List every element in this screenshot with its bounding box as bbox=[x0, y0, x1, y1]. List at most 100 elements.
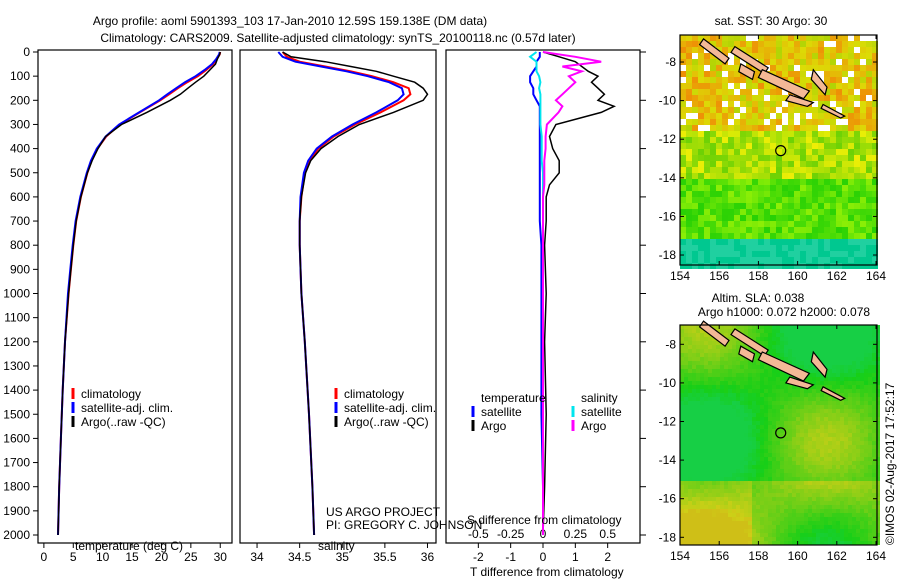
map-cell bbox=[756, 409, 760, 413]
map-cell bbox=[808, 413, 812, 417]
map-cell bbox=[680, 341, 684, 345]
map-cell bbox=[812, 227, 818, 233]
map-cell bbox=[806, 263, 812, 269]
map-cell bbox=[876, 385, 880, 389]
map-cell bbox=[866, 41, 872, 47]
map-cell bbox=[752, 409, 756, 413]
map-cell bbox=[824, 143, 830, 149]
map-cell bbox=[830, 209, 836, 215]
map-cell bbox=[700, 497, 704, 501]
map-cell bbox=[740, 221, 746, 227]
map-cell bbox=[808, 525, 812, 529]
map-cell bbox=[840, 377, 844, 381]
map-cell bbox=[842, 137, 848, 143]
map-cell bbox=[722, 227, 728, 233]
map-cell bbox=[872, 257, 878, 263]
map-cell bbox=[824, 381, 828, 385]
map-cell bbox=[784, 525, 788, 529]
map-cell bbox=[724, 365, 728, 369]
map-cell bbox=[696, 333, 700, 337]
map-cell bbox=[708, 433, 712, 437]
map-cell bbox=[688, 377, 692, 381]
map-cell bbox=[804, 529, 808, 533]
map-cell bbox=[724, 421, 728, 425]
map-cell bbox=[800, 517, 804, 521]
map-cell bbox=[844, 477, 848, 481]
map-cell bbox=[684, 325, 688, 329]
map-cell bbox=[728, 35, 734, 41]
map-cell bbox=[848, 221, 854, 227]
map-cell bbox=[710, 101, 716, 107]
map-cell bbox=[780, 425, 784, 429]
map-cell bbox=[700, 365, 704, 369]
map-cell bbox=[818, 125, 824, 131]
map-cell bbox=[692, 465, 696, 469]
map-cell bbox=[708, 497, 712, 501]
map-cell bbox=[836, 425, 840, 429]
map-cell bbox=[812, 525, 816, 529]
map-cell bbox=[680, 35, 686, 41]
map-cell bbox=[680, 131, 686, 137]
map-cell bbox=[864, 477, 868, 481]
map-cell bbox=[708, 413, 712, 417]
legend-label: Argo bbox=[581, 419, 607, 433]
map-cell bbox=[692, 35, 698, 41]
map-cell bbox=[692, 377, 696, 381]
map-cell bbox=[860, 473, 864, 477]
map-cell bbox=[696, 365, 700, 369]
map-cell bbox=[844, 413, 848, 417]
map-cell bbox=[852, 381, 856, 385]
map-cell bbox=[752, 377, 756, 381]
map-cell bbox=[780, 497, 784, 501]
map-cell bbox=[740, 239, 746, 245]
map-cell bbox=[806, 35, 812, 41]
map-cell bbox=[728, 227, 734, 233]
map-cell bbox=[680, 361, 684, 365]
map-cell bbox=[704, 89, 710, 95]
map-cell bbox=[736, 409, 740, 413]
map-cell bbox=[784, 385, 788, 389]
map-cell bbox=[812, 47, 818, 53]
map-cell bbox=[740, 489, 744, 493]
legend-label: climatology bbox=[81, 387, 141, 401]
map-cell bbox=[728, 477, 732, 481]
map-cell bbox=[828, 381, 832, 385]
map-cell bbox=[728, 517, 732, 521]
map-cell bbox=[856, 373, 860, 377]
map-cell bbox=[740, 197, 746, 203]
map-cell bbox=[868, 325, 872, 329]
map-cell bbox=[744, 401, 748, 405]
map-cell bbox=[872, 529, 876, 533]
map-cell bbox=[854, 131, 860, 137]
map-cell bbox=[860, 263, 866, 269]
map-cell bbox=[820, 493, 824, 497]
map-cell bbox=[768, 513, 772, 517]
map-cell bbox=[832, 445, 836, 449]
map-cell bbox=[852, 337, 856, 341]
map-cell bbox=[744, 409, 748, 413]
map-cell bbox=[776, 337, 780, 341]
map-cell bbox=[844, 365, 848, 369]
map-cell bbox=[716, 485, 720, 489]
map-cell bbox=[708, 473, 712, 477]
map-cell bbox=[680, 357, 684, 361]
map-cell bbox=[844, 405, 848, 409]
map-cell bbox=[772, 325, 776, 329]
map-cell bbox=[764, 517, 768, 521]
map-cell bbox=[746, 113, 752, 119]
map-cell bbox=[728, 95, 734, 101]
map-cell bbox=[868, 489, 872, 493]
map-cell bbox=[700, 537, 704, 541]
island-shape bbox=[738, 345, 756, 363]
map-cell bbox=[688, 437, 692, 441]
diff-line-t-argo bbox=[542, 51, 617, 536]
map-cell bbox=[804, 497, 808, 501]
map-cell bbox=[824, 131, 830, 137]
map-cell bbox=[776, 381, 780, 385]
map-cell bbox=[860, 95, 866, 101]
map-cell bbox=[816, 505, 820, 509]
map-cell bbox=[732, 369, 736, 373]
map-cell bbox=[744, 481, 748, 485]
map-cell bbox=[856, 413, 860, 417]
map-cell bbox=[800, 263, 806, 269]
